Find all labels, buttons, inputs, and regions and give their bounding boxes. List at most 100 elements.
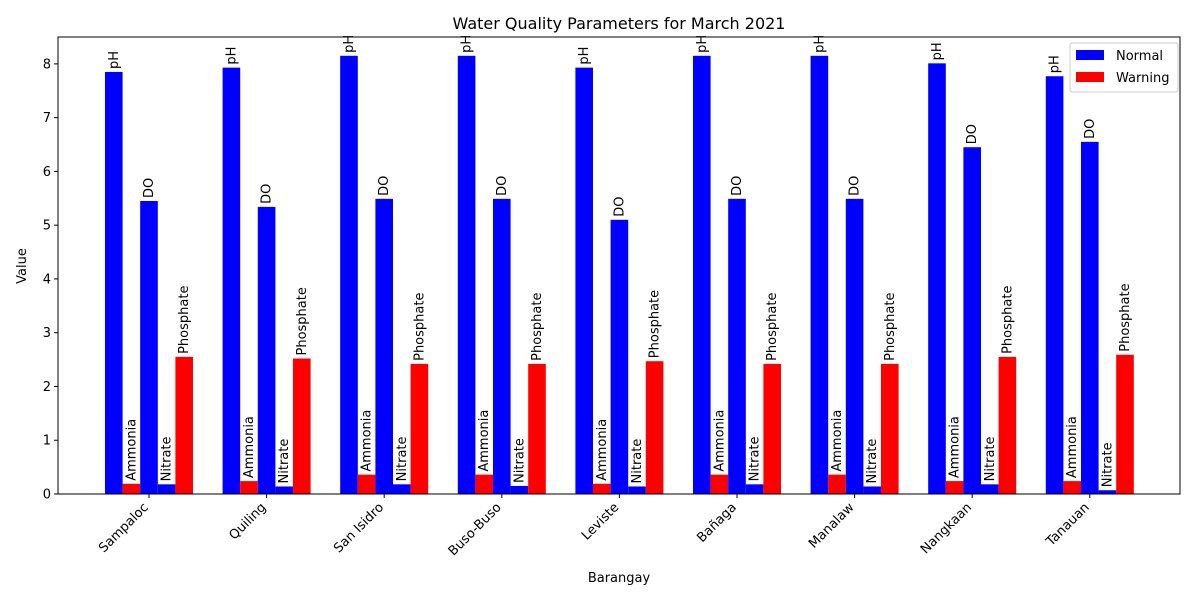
- bar-tanauan-do: [1081, 141, 1099, 494]
- bar-label-nangkaan-ammonia: Ammonia: [948, 416, 963, 478]
- y-tick-label-3: 3: [43, 326, 51, 341]
- x-tick-label-san-isidro: San Isidro: [331, 500, 387, 556]
- bar-label-san-isidro-phosphate: Phosphate: [412, 293, 427, 361]
- bar-label-sampaloc-ammonia: Ammonia: [124, 419, 139, 481]
- bar-label-quiling-do: DO: [260, 184, 275, 204]
- legend-label-warning: Warning: [1116, 71, 1169, 86]
- y-axis-label: Value: [15, 248, 30, 284]
- bar-label-tanauan-ph: pH: [1048, 55, 1063, 73]
- bar-nangkaan-ph: [928, 63, 946, 495]
- bar-leviste-ph: [575, 67, 593, 495]
- bar-label-banaga-phosphate: Phosphate: [765, 293, 780, 361]
- bar-label-quiling-ph: pH: [224, 47, 239, 65]
- bar-label-sampaloc-phosphate: Phosphate: [177, 286, 192, 354]
- bar-label-manalaw-nitrate: Nitrate: [865, 439, 880, 484]
- bar-label-tanauan-nitrate: Nitrate: [1100, 442, 1115, 487]
- bar-manalaw-ph: [810, 55, 829, 494]
- bar-san-isidro-ph: [340, 55, 358, 494]
- x-axis: Sampaloc Quiling San Isidro Buso-Buso Levist…: [96, 494, 1093, 559]
- bar-buso-buso-ph: [457, 55, 476, 494]
- bar-label-buso-buso-ph: pH: [460, 35, 475, 53]
- x-tick-label-tanauan: Tanauan: [1043, 500, 1093, 550]
- bar-label-leviste-ph: pH: [577, 47, 592, 65]
- x-tick-label-leviste: Leviste: [579, 500, 622, 543]
- bar-label-san-isidro-nitrate: Nitrate: [395, 436, 410, 481]
- y-tick-label-0: 0: [43, 488, 51, 503]
- legend-swatch-normal: [1076, 50, 1104, 60]
- bar-buso-buso-nitrate: [510, 485, 529, 494]
- bar-label-banaga-do: DO: [730, 176, 745, 196]
- y-tick-label-8: 8: [43, 57, 51, 72]
- bar-banaga-nitrate: [745, 484, 764, 494]
- y-tick-label-2: 2: [43, 380, 51, 395]
- bar-sampaloc-ammonia: [122, 483, 141, 494]
- bar-label-san-isidro-do: DO: [377, 176, 392, 196]
- bar-quiling-phosphate: [293, 358, 311, 494]
- legend: Normal Warning: [1069, 42, 1179, 93]
- bar-san-isidro-nitrate: [393, 484, 411, 494]
- bars-group: [105, 55, 1134, 495]
- bar-label-san-isidro-ammonia: Ammonia: [360, 410, 375, 472]
- bar-label-leviste-nitrate: Nitrate: [630, 439, 645, 484]
- y-tick-label-6: 6: [43, 165, 51, 180]
- bar-label-buso-buso-phosphate: Phosphate: [530, 293, 545, 361]
- bar-label-quiling-phosphate: Phosphate: [295, 287, 310, 355]
- bar-label-nangkaan-do: DO: [965, 124, 980, 144]
- bar-buso-buso-do: [493, 198, 511, 494]
- x-tick-label-sampaloc: Sampaloc: [96, 500, 152, 556]
- bar-tanauan-ammonia: [1063, 481, 1081, 494]
- bar-buso-buso-phosphate: [528, 363, 546, 494]
- bar-manalaw-do: [845, 198, 864, 494]
- bar-banaga-phosphate: [763, 363, 781, 494]
- bar-san-isidro-phosphate: [410, 363, 429, 494]
- bar-quiling-ammonia: [240, 481, 258, 494]
- bar-banaga-do: [728, 198, 746, 494]
- bar-label-san-isidro-ph: pH: [342, 35, 357, 53]
- bar-label-tanauan-do: DO: [1083, 119, 1098, 139]
- x-tick-label-manalaw: Manalaw: [806, 500, 858, 552]
- bar-label-tanauan-ammonia: Ammonia: [1065, 416, 1080, 478]
- bar-san-isidro-ammonia: [357, 474, 376, 494]
- x-tick-label-nangkaan: Nangkaan: [918, 500, 975, 557]
- y-tick-label-7: 7: [43, 111, 51, 126]
- bar-label-buso-buso-do: DO: [495, 176, 510, 196]
- bar-quiling-ph: [222, 67, 241, 495]
- y-tick-label-1: 1: [43, 434, 51, 449]
- bar-label-manalaw-ammonia: Ammonia: [830, 410, 845, 472]
- bar-banaga-ph: [693, 55, 711, 494]
- bar-sampaloc-phosphate: [175, 356, 193, 494]
- bar-manalaw-nitrate: [863, 486, 881, 494]
- bar-tanauan-nitrate: [1098, 490, 1117, 494]
- bar-label-nangkaan-phosphate: Phosphate: [1000, 286, 1015, 354]
- bar-label-manalaw-phosphate: Phosphate: [883, 293, 898, 361]
- bar-label-buso-buso-nitrate: Nitrate: [512, 438, 527, 483]
- plot-frame: [57, 36, 1181, 495]
- bar-nangkaan-nitrate: [981, 484, 999, 494]
- x-tick-label-banaga: Bañaga: [694, 500, 739, 545]
- bar-label-nangkaan-ph: pH: [930, 42, 945, 60]
- legend-swatch-warning: [1076, 72, 1104, 82]
- chart-title: Water Quality Parameters for March 2021: [453, 14, 786, 33]
- legend-label-normal: Normal: [1116, 49, 1163, 64]
- bar-label-leviste-phosphate: Phosphate: [648, 290, 663, 358]
- x-tick-label-quiling: Quiling: [226, 500, 269, 543]
- bar-label-nangkaan-nitrate: Nitrate: [983, 436, 998, 481]
- bar-nangkaan-ammonia: [945, 481, 964, 494]
- bar-sampaloc-do: [140, 200, 158, 494]
- bar-label-quiling-ammonia: Ammonia: [242, 416, 257, 478]
- bar-manalaw-ammonia: [828, 474, 846, 494]
- y-tick-label-5: 5: [43, 219, 51, 234]
- bar-label-banaga-nitrate: Nitrate: [748, 436, 763, 481]
- bar-label-leviste-ammonia: Ammonia: [595, 419, 610, 481]
- bar-tanauan-phosphate: [1116, 354, 1134, 494]
- bar-label-leviste-do: DO: [612, 197, 627, 217]
- bar-sampaloc-nitrate: [157, 484, 176, 494]
- x-axis-label: Barangay: [588, 571, 651, 586]
- bar-sampaloc-ph: [105, 71, 123, 495]
- bar-label-buso-buso-ammonia: Ammonia: [477, 410, 492, 472]
- x-tick-label-buso-buso: Buso-Buso: [446, 500, 505, 559]
- bar-label-banaga-ph: pH: [695, 35, 710, 53]
- bar-label-sampaloc-nitrate: Nitrate: [160, 436, 175, 481]
- y-axis: 0 1 2 3 4 5 6 7 8: [43, 57, 58, 503]
